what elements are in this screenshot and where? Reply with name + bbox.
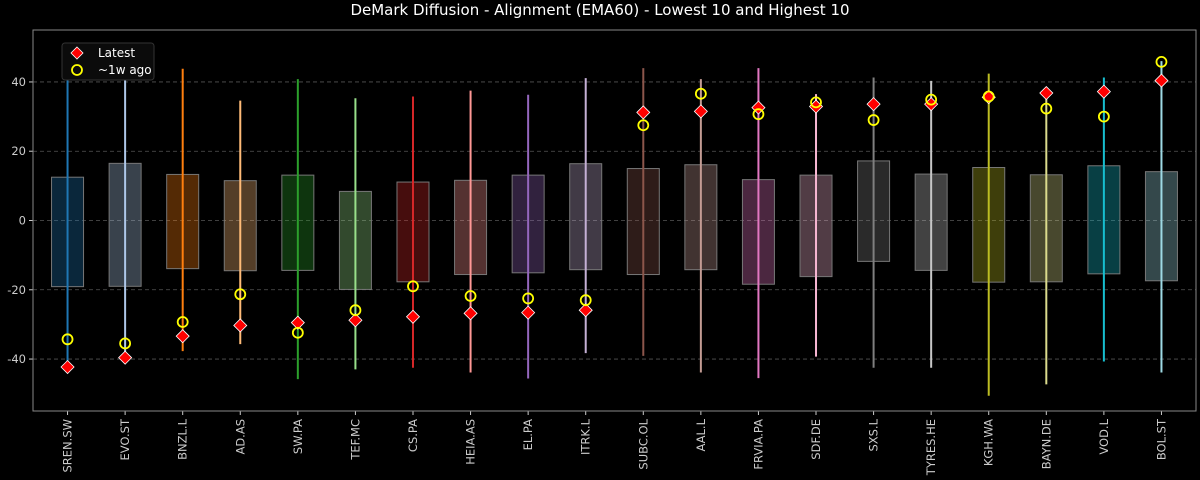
category-group-subc-ol bbox=[626, 68, 660, 356]
x-tick-label: BAYN.DE bbox=[1039, 419, 1053, 469]
y-tick-label: 20 bbox=[11, 144, 26, 158]
week-ago-circle-marker bbox=[291, 326, 304, 339]
week-ago-circle-marker bbox=[522, 292, 535, 305]
x-axis: SREN.SW EVO.ST BNZL.L AD.AS SW.PA TEF.MC CS.PA… bbox=[61, 411, 1168, 476]
category-group-evo-st bbox=[108, 50, 142, 365]
x-tick-label: SDF.DE bbox=[809, 419, 823, 460]
y-axis: -40 -20 0 20 40 bbox=[7, 75, 33, 366]
category-group-tyres-he bbox=[914, 80, 948, 368]
latest-diamond-marker bbox=[405, 309, 421, 324]
x-tick-label: VOD.L bbox=[1097, 418, 1111, 454]
latest-diamond-marker bbox=[1039, 85, 1054, 101]
chart-title: DeMark Diffusion - Alignment (EMA60) - L… bbox=[350, 1, 849, 19]
x-tick-label: AAL.L bbox=[694, 418, 708, 451]
week-ago-circle-marker bbox=[810, 96, 822, 109]
y-tick-label: -20 bbox=[7, 283, 26, 297]
x-tick-label: SUBC.OL bbox=[636, 418, 650, 469]
week-ago-circle-marker bbox=[176, 316, 189, 328]
category-group-itrk-l bbox=[569, 78, 603, 354]
x-tick-label: ITRK.L bbox=[579, 418, 593, 455]
legend-label-latest: Latest bbox=[98, 46, 135, 60]
week-ago-circle-marker bbox=[464, 290, 477, 302]
legend-circle-icon bbox=[71, 64, 83, 76]
grid bbox=[33, 81, 1196, 360]
latest-diamond-marker bbox=[578, 303, 593, 318]
category-group-el-pa bbox=[511, 94, 545, 379]
latest-diamond-marker bbox=[866, 97, 881, 112]
category-group-sw-pa bbox=[281, 79, 315, 380]
latest-diamond-marker bbox=[118, 350, 133, 365]
y-tick-label: 40 bbox=[11, 75, 26, 89]
category-group-bol-st bbox=[1144, 55, 1178, 373]
latest-diamond-marker bbox=[290, 315, 305, 330]
category-group-sxs-l bbox=[857, 77, 891, 368]
legend-diamond-icon bbox=[70, 46, 84, 60]
category-group-frvia-pa bbox=[741, 68, 775, 379]
x-tick-label: TYRES.HE bbox=[924, 419, 938, 476]
week-ago-circle-marker bbox=[119, 337, 132, 350]
week-ago-circle-marker bbox=[1097, 110, 1110, 123]
category-group-sdf-de bbox=[799, 94, 833, 357]
x-tick-label: SW.PA bbox=[291, 419, 305, 454]
category-group-vod-l bbox=[1087, 77, 1121, 362]
week-ago-circle-marker bbox=[1155, 55, 1168, 68]
week-ago-circle-marker bbox=[61, 333, 74, 346]
week-ago-circle-marker bbox=[752, 108, 765, 121]
y-tick-label: 0 bbox=[19, 214, 26, 228]
week-ago-circle-marker bbox=[1040, 102, 1053, 115]
category-group-tef-mc bbox=[338, 98, 372, 370]
latest-diamond-marker bbox=[1096, 84, 1111, 99]
latest-diamond-marker bbox=[636, 105, 651, 120]
x-tick-label: EVO.ST bbox=[118, 418, 132, 460]
category-group-sren-sw bbox=[51, 65, 85, 375]
legend-box bbox=[61, 42, 155, 81]
x-tick-label: EL.PA bbox=[521, 419, 535, 451]
x-tick-label: AD.AS bbox=[233, 419, 247, 455]
latest-diamond-marker bbox=[463, 306, 478, 321]
plot-frame bbox=[32, 29, 1197, 412]
latest-diamond-marker bbox=[348, 313, 363, 328]
marks bbox=[51, 50, 1178, 396]
x-tick-label: SREN.SW bbox=[61, 419, 75, 473]
x-tick-label: BOL.ST bbox=[1154, 418, 1168, 460]
x-tick-label: SXS.L bbox=[867, 418, 881, 451]
latest-diamond-marker bbox=[693, 104, 708, 119]
category-group-cs-pa bbox=[396, 96, 430, 368]
category-group-aal-l bbox=[684, 79, 718, 373]
category-group-bnzl-l bbox=[166, 68, 200, 352]
legend-label-1w-ago: ~1w ago bbox=[98, 63, 152, 77]
latest-diamond-marker bbox=[233, 318, 248, 333]
week-ago-circle-marker bbox=[925, 93, 938, 106]
category-group-bayn-de bbox=[1029, 85, 1063, 385]
x-tick-label: FRVIA.PA bbox=[751, 419, 765, 470]
week-ago-circle-marker bbox=[579, 294, 592, 307]
week-ago-circle-marker bbox=[407, 280, 419, 293]
y-tick-label: -40 bbox=[7, 352, 26, 366]
latest-diamond-marker bbox=[60, 359, 75, 375]
category-group-heia-as bbox=[454, 90, 488, 373]
x-tick-label: BNZL.L bbox=[176, 418, 190, 459]
week-ago-circle-marker bbox=[982, 90, 995, 103]
x-tick-label: HEIA.AS bbox=[464, 419, 478, 465]
week-ago-circle-marker bbox=[234, 288, 247, 301]
week-ago-circle-marker bbox=[867, 114, 880, 126]
category-group-kgh-wa bbox=[972, 73, 1006, 396]
x-tick-label: KGH.WA bbox=[982, 419, 996, 466]
x-tick-label: CS.PA bbox=[406, 419, 420, 452]
latest-diamond-marker bbox=[521, 305, 536, 320]
latest-diamond-marker bbox=[1154, 73, 1169, 88]
week-ago-circle-marker bbox=[637, 119, 650, 132]
latest-diamond-marker bbox=[175, 329, 190, 344]
legend: Latest ~1w ago bbox=[61, 42, 155, 81]
week-ago-circle-marker bbox=[694, 87, 707, 100]
week-ago-circle-marker bbox=[349, 304, 362, 317]
category-group-ad-as bbox=[223, 100, 257, 345]
x-tick-label: TEF.MC bbox=[348, 419, 362, 461]
